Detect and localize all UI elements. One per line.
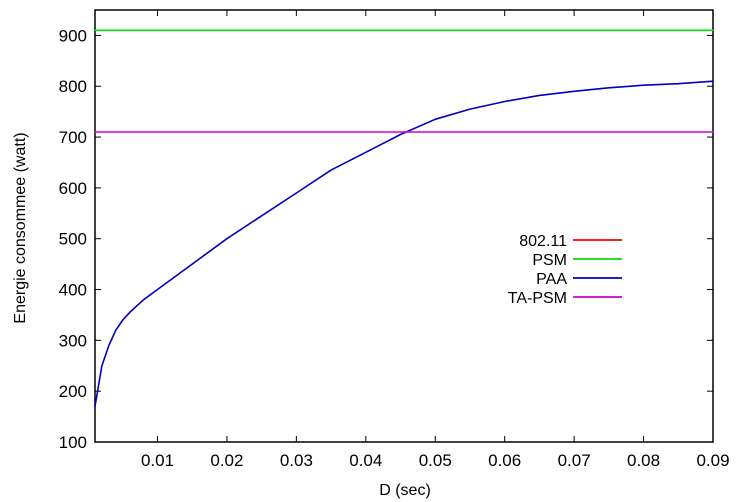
axis-ticks: 0.01 0.02 0.03 0.04 0.05 0.06 0.07 0.08 0.09 100 2…: [59, 10, 730, 470]
y-tick-label: 500: [59, 230, 87, 249]
x-tick-label: 0.01: [141, 451, 174, 470]
x-tick-label: 0.05: [419, 451, 452, 470]
y-tick-label: 700: [59, 128, 87, 147]
x-tick-label: 0.06: [488, 451, 521, 470]
plot-area-border: [94, 9, 714, 443]
legend-label-802-11: 802.11: [519, 233, 567, 250]
x-tick-label: 0.02: [210, 451, 243, 470]
y-tick-label: 300: [59, 331, 87, 350]
legend-label-paa: PAA: [536, 271, 567, 288]
x-axis-title: D (sec): [379, 482, 431, 499]
x-tick-label: 0.04: [349, 451, 382, 470]
y-tick-label: 200: [59, 382, 87, 401]
y-tick-label: 100: [59, 433, 87, 452]
y-tick-label: 800: [59, 77, 87, 96]
y-axis-title: Energie consommee (watt): [12, 132, 29, 323]
plot-frame: [94, 9, 714, 443]
y-tick-label: 600: [59, 179, 87, 198]
x-tick-label: 0.08: [627, 451, 660, 470]
y-tick-label: 400: [59, 281, 87, 300]
legend-label-ta-psm: TA-PSM: [508, 290, 567, 307]
y-tick-label: 900: [59, 26, 87, 45]
legend: 802.11 PSM PAA TA-PSM: [508, 233, 622, 307]
x-tick-label: 0.03: [280, 451, 313, 470]
series-lines: [94, 29, 714, 408]
x-tick-label: 0.09: [696, 451, 729, 470]
x-tick-label: 0.07: [558, 451, 591, 470]
legend-label-psm: PSM: [532, 252, 567, 269]
series-line-paa: [94, 80, 714, 408]
